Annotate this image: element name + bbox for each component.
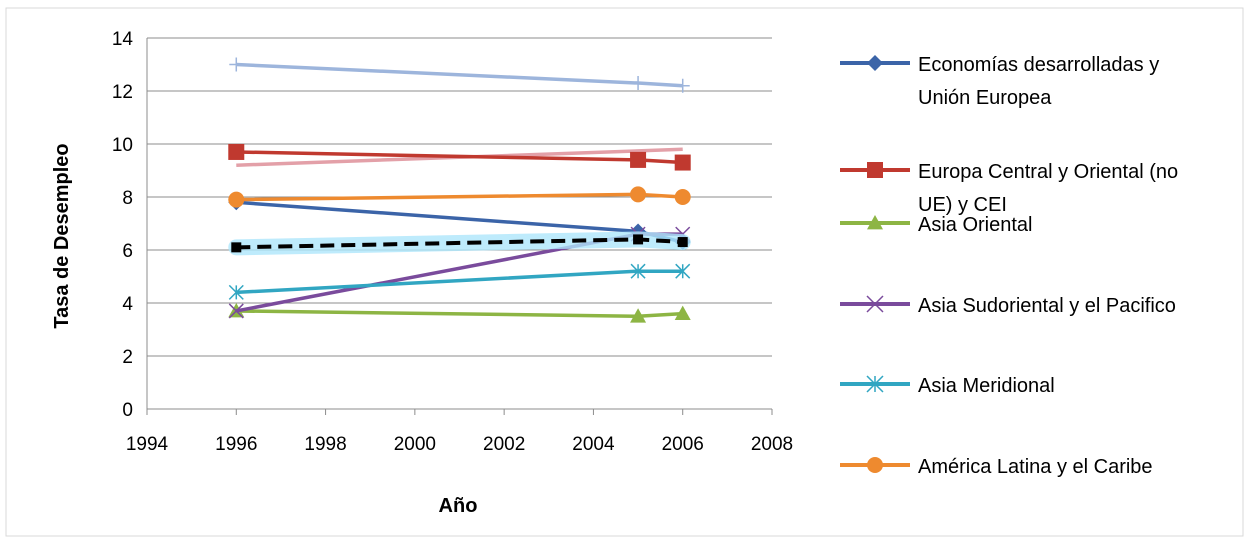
y-tick-label: 4 bbox=[122, 294, 133, 315]
marker-circle bbox=[630, 186, 647, 203]
legend-item: América Latina y el Caribe bbox=[840, 456, 1153, 478]
marker-plus bbox=[675, 78, 690, 93]
legend-label: Economías desarrolladas y bbox=[918, 54, 1159, 76]
y-tick-label: 14 bbox=[112, 29, 134, 50]
marker-square bbox=[677, 237, 688, 248]
y-tick-label: 10 bbox=[112, 135, 133, 156]
marker-square bbox=[867, 162, 883, 178]
extra-series bbox=[228, 231, 691, 256]
series bbox=[228, 143, 691, 171]
marker-circle bbox=[228, 191, 245, 208]
marker-plus bbox=[631, 76, 646, 91]
y-tick-label: 2 bbox=[122, 347, 133, 368]
marker-square bbox=[633, 234, 644, 245]
marker-triangle bbox=[674, 305, 691, 320]
y-axis-label: Tasa de Desempleo bbox=[51, 143, 73, 328]
legend-label: Unión Europea bbox=[918, 87, 1052, 109]
x-axis-label: Año bbox=[439, 495, 478, 517]
marker-circle bbox=[674, 189, 691, 205]
y-tick-label: 12 bbox=[112, 82, 133, 103]
y-tick-label: 6 bbox=[122, 241, 133, 262]
marker-square bbox=[228, 143, 245, 160]
legend-label: Asia Meridional bbox=[918, 375, 1055, 397]
x-tick-label: 2004 bbox=[572, 434, 615, 455]
x-tick-label: 2000 bbox=[394, 434, 436, 455]
marker-asterisk bbox=[675, 263, 691, 279]
gridlines bbox=[146, 37, 772, 410]
marker-triangle bbox=[867, 215, 883, 230]
marker-asterisk bbox=[228, 284, 244, 300]
legend-item: Europa Central y Oriental (no UE) y CEI bbox=[840, 161, 1178, 216]
extra-series bbox=[229, 57, 690, 93]
x-tick-label: 2008 bbox=[751, 434, 793, 455]
marker-x bbox=[866, 295, 884, 313]
marker-circle bbox=[867, 457, 883, 473]
legend-label: UE) y CEI bbox=[918, 194, 1007, 216]
x-tick-label: 2002 bbox=[483, 434, 525, 455]
legend-label: América Latina y el Caribe bbox=[918, 456, 1153, 478]
legend-label: Asia Oriental bbox=[918, 214, 1033, 236]
y-tick-label: 0 bbox=[122, 400, 133, 421]
legend-label: Europa Central y Oriental (no bbox=[918, 161, 1178, 183]
marker-asterisk bbox=[630, 263, 646, 279]
y-tick-label: 8 bbox=[122, 188, 133, 209]
legend-label: Asia Sudoriental y el Pacifico bbox=[918, 295, 1176, 317]
x-tick-label: 1994 bbox=[126, 434, 169, 455]
marker-triangle bbox=[630, 308, 647, 323]
series bbox=[228, 186, 691, 208]
y-tick-labels: 0 2 4 6 8 10 12 14 bbox=[112, 29, 134, 421]
marker-square bbox=[674, 154, 691, 171]
legend: Economías desarrolladas y Unión Europea Eu… bbox=[840, 54, 1178, 478]
marker-square bbox=[630, 151, 647, 168]
x-tick-label: 1998 bbox=[304, 434, 346, 455]
legend-item: Asia Meridional bbox=[840, 375, 1055, 397]
x-tick-label: 1996 bbox=[215, 434, 257, 455]
series bbox=[228, 263, 691, 300]
series bbox=[228, 302, 691, 323]
marker-plus bbox=[229, 57, 244, 72]
legend-item: Economías desarrolladas y Unión Europea bbox=[840, 54, 1159, 109]
legend-item: Asia Sudoriental y el Pacifico bbox=[840, 295, 1176, 317]
marker-square bbox=[231, 242, 242, 253]
marker-x bbox=[228, 303, 244, 319]
axes: 0 2 4 6 8 10 12 14 1994 1996 1998 2000 2002 2004 2006… bbox=[51, 29, 793, 517]
series-lines bbox=[228, 57, 691, 323]
x-tick-label: 2006 bbox=[662, 434, 704, 455]
legend-item: Asia Oriental bbox=[840, 214, 1033, 236]
marker-asterisk bbox=[866, 375, 884, 393]
x-tick-labels: 1994 1996 1998 2000 2002 2004 2006 2008 bbox=[126, 409, 793, 455]
marker-diamond bbox=[867, 55, 883, 71]
